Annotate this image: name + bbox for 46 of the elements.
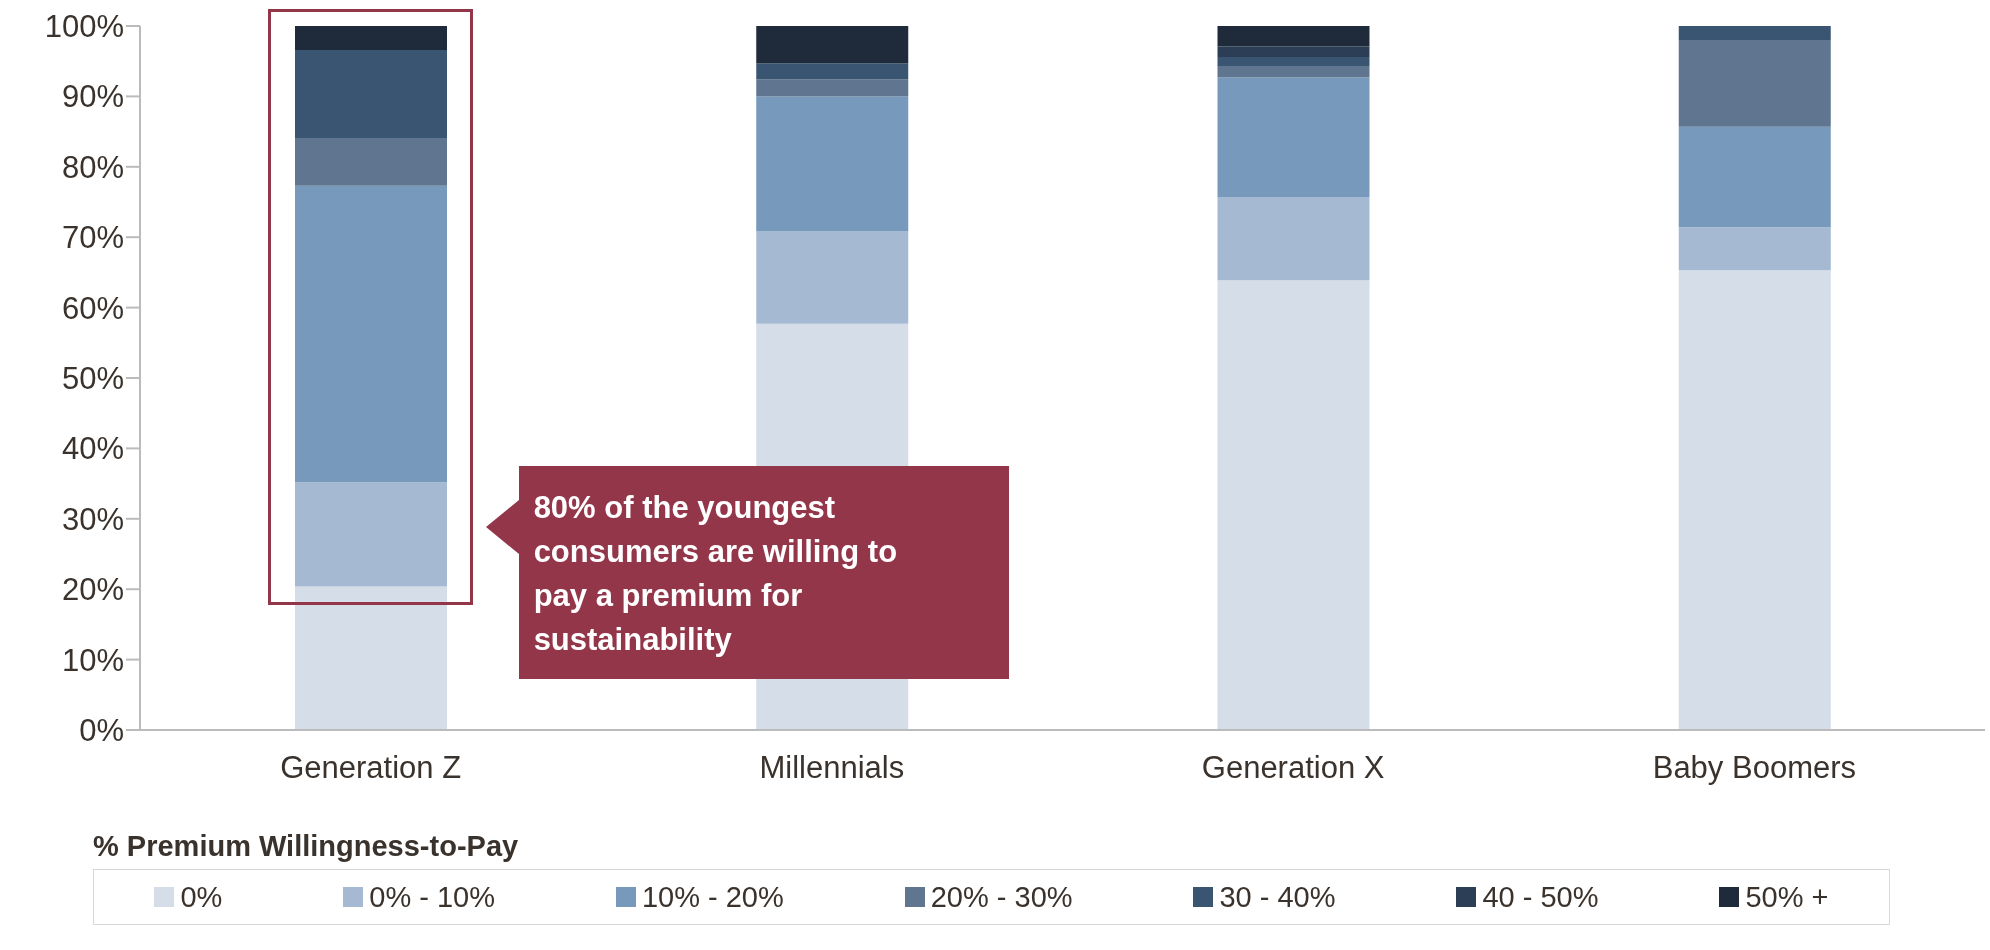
y-tick-label: 60% [61,290,124,326]
y-tick-label: 50% [61,361,124,397]
bar [1678,40,1831,127]
x-tick-label: Generation X [1201,750,1385,786]
bar [1678,26,1831,41]
y-tick-label: 70% [61,220,124,256]
legend-label: 0% - 10% [368,880,496,914]
bar [756,26,909,64]
legend-label: 40 - 50% [1481,880,1599,914]
bar [1217,26,1370,47]
x-tick-label: Baby Boomers [1652,750,1857,786]
x-tick-label: Generation Z [280,750,462,786]
legend-label: 10% - 20% [640,880,784,914]
bar [1217,56,1370,67]
legend-label: 0% [179,880,223,914]
y-tick-label: 30% [61,501,124,537]
bar [756,231,909,324]
bar [1217,66,1370,78]
y-tick-label: 90% [61,79,124,115]
bar [756,79,909,97]
bar [295,26,447,50]
bar [295,49,447,138]
legend-label: 50% + [1744,880,1829,914]
bar [295,482,447,587]
bar [1217,77,1370,198]
bar [295,586,447,730]
y-tick-label: 20% [61,572,124,608]
y-tick-label: 0% [79,713,124,749]
bar [1217,46,1370,57]
y-tick-label: 10% [61,642,124,678]
y-tick-label: 100% [44,9,124,45]
bar [756,96,909,232]
bar [1217,280,1370,730]
bar [1217,197,1370,281]
x-tick-label: Millennials [759,750,905,786]
bar [1678,270,1831,730]
bar [1678,126,1831,228]
bar [295,185,447,483]
bar [295,137,447,186]
legend-label: 20% - 30% [929,880,1073,914]
y-tick-label: 40% [61,431,124,467]
bar [1678,227,1831,271]
bar [756,63,909,80]
legend-label: 30 - 40% [1218,880,1336,914]
legend-title: % Premium Willingness-to-Pay [93,830,520,863]
y-tick-label: 80% [61,149,124,185]
